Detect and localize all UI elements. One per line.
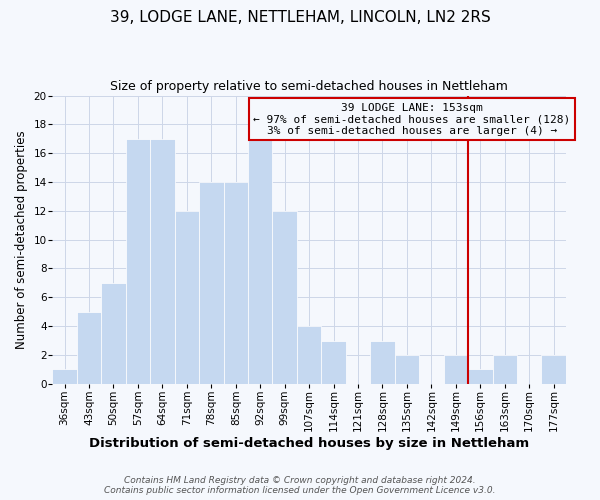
Bar <box>493 355 517 384</box>
Bar <box>322 340 346 384</box>
Bar <box>126 139 150 384</box>
Bar <box>395 355 419 384</box>
Bar <box>52 370 77 384</box>
Bar <box>297 326 322 384</box>
Bar <box>443 355 468 384</box>
Bar <box>468 370 493 384</box>
Bar <box>272 211 297 384</box>
Bar <box>101 283 126 384</box>
Bar <box>175 211 199 384</box>
Bar <box>199 182 224 384</box>
Bar <box>541 355 566 384</box>
X-axis label: Distribution of semi-detached houses by size in Nettleham: Distribution of semi-detached houses by … <box>89 437 529 450</box>
Text: Contains HM Land Registry data © Crown copyright and database right 2024.
Contai: Contains HM Land Registry data © Crown c… <box>104 476 496 495</box>
Y-axis label: Number of semi-detached properties: Number of semi-detached properties <box>15 130 28 349</box>
Bar <box>150 139 175 384</box>
Text: 39, LODGE LANE, NETTLEHAM, LINCOLN, LN2 2RS: 39, LODGE LANE, NETTLEHAM, LINCOLN, LN2 … <box>110 10 490 25</box>
Bar <box>224 182 248 384</box>
Title: Size of property relative to semi-detached houses in Nettleham: Size of property relative to semi-detach… <box>110 80 508 93</box>
Bar <box>248 139 272 384</box>
Text: 39 LODGE LANE: 153sqm
← 97% of semi-detached houses are smaller (128)
3% of semi: 39 LODGE LANE: 153sqm ← 97% of semi-deta… <box>253 103 571 136</box>
Bar <box>77 312 101 384</box>
Bar <box>370 340 395 384</box>
